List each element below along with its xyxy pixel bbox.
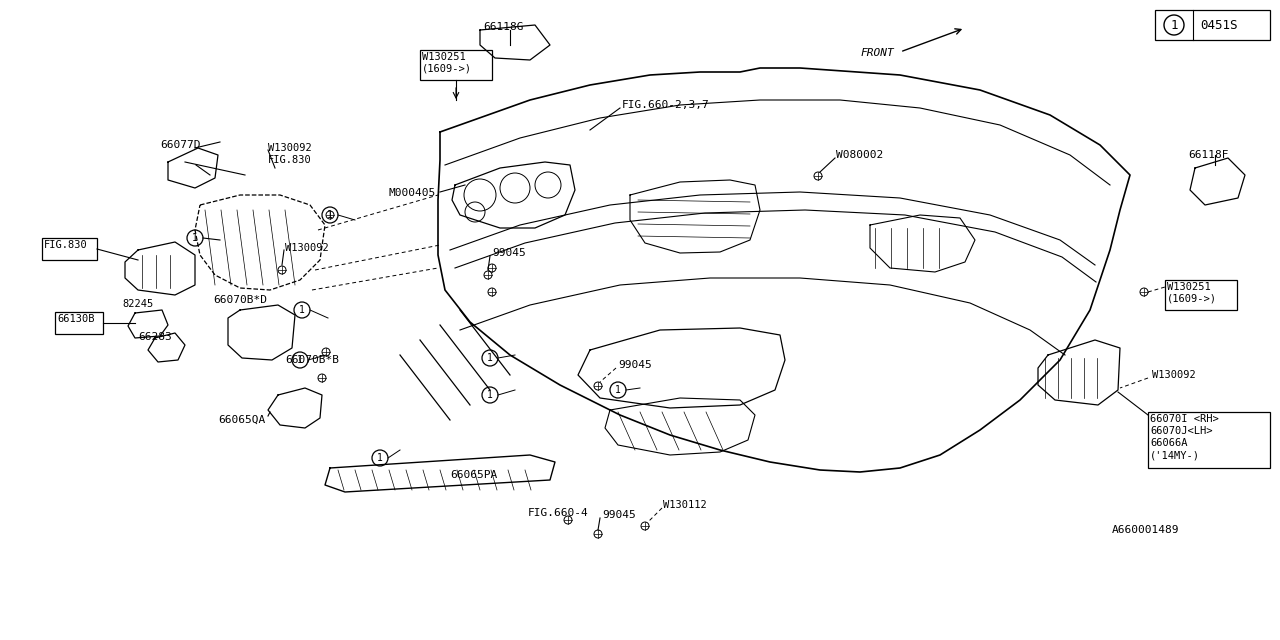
Text: W130251: W130251 <box>422 52 466 62</box>
Text: 66077D: 66077D <box>160 140 201 150</box>
Text: 1: 1 <box>297 355 303 365</box>
Text: 66118G: 66118G <box>483 22 524 32</box>
Text: W080002: W080002 <box>836 150 883 160</box>
Text: A660001489: A660001489 <box>1112 525 1179 535</box>
Text: FIG.830: FIG.830 <box>44 240 88 250</box>
Text: 1: 1 <box>328 210 333 220</box>
Text: 66066A: 66066A <box>1149 438 1188 448</box>
Text: 1: 1 <box>488 353 493 363</box>
Text: ('14MY-): ('14MY-) <box>1149 450 1201 460</box>
Text: 66130B: 66130B <box>58 314 95 324</box>
Text: 66070B*B: 66070B*B <box>285 355 339 365</box>
Text: 82245: 82245 <box>122 299 154 309</box>
Text: FIG.660-4: FIG.660-4 <box>529 508 589 518</box>
Text: FIG.660-2,3,7: FIG.660-2,3,7 <box>622 100 709 110</box>
Text: 66070I <RH>: 66070I <RH> <box>1149 414 1219 424</box>
Bar <box>1148 412 1270 468</box>
Text: 66065PA: 66065PA <box>451 470 497 480</box>
Text: (1609->): (1609->) <box>422 63 472 73</box>
Text: W130092: W130092 <box>268 143 312 153</box>
Text: 66283: 66283 <box>138 332 172 342</box>
Text: 0451S: 0451S <box>1201 19 1238 31</box>
Bar <box>42 238 97 260</box>
Text: 99045: 99045 <box>492 248 526 258</box>
Bar <box>55 312 102 334</box>
Text: 1: 1 <box>300 305 305 315</box>
Text: 1: 1 <box>488 390 493 400</box>
Text: W130112: W130112 <box>663 500 707 510</box>
Text: 1: 1 <box>1170 19 1178 31</box>
Text: W130092: W130092 <box>1152 370 1196 380</box>
Bar <box>1155 10 1270 40</box>
Text: W130092: W130092 <box>285 243 329 253</box>
Text: (1609->): (1609->) <box>1167 293 1217 303</box>
Text: FRONT: FRONT <box>860 48 893 58</box>
Text: 1: 1 <box>192 233 198 243</box>
Bar <box>1165 280 1236 310</box>
Text: FIG.830: FIG.830 <box>268 155 312 165</box>
Bar <box>420 50 492 80</box>
Text: 66070J<LH>: 66070J<LH> <box>1149 426 1212 436</box>
Text: 99045: 99045 <box>618 360 652 370</box>
Text: 66070B*D: 66070B*D <box>212 295 268 305</box>
Text: 99045: 99045 <box>602 510 636 520</box>
Text: 1: 1 <box>378 453 383 463</box>
Text: 66118F: 66118F <box>1188 150 1229 160</box>
Text: 66065QA: 66065QA <box>218 415 265 425</box>
Text: M000405: M000405 <box>388 188 435 198</box>
Text: W130251: W130251 <box>1167 282 1211 292</box>
Text: 1: 1 <box>616 385 621 395</box>
